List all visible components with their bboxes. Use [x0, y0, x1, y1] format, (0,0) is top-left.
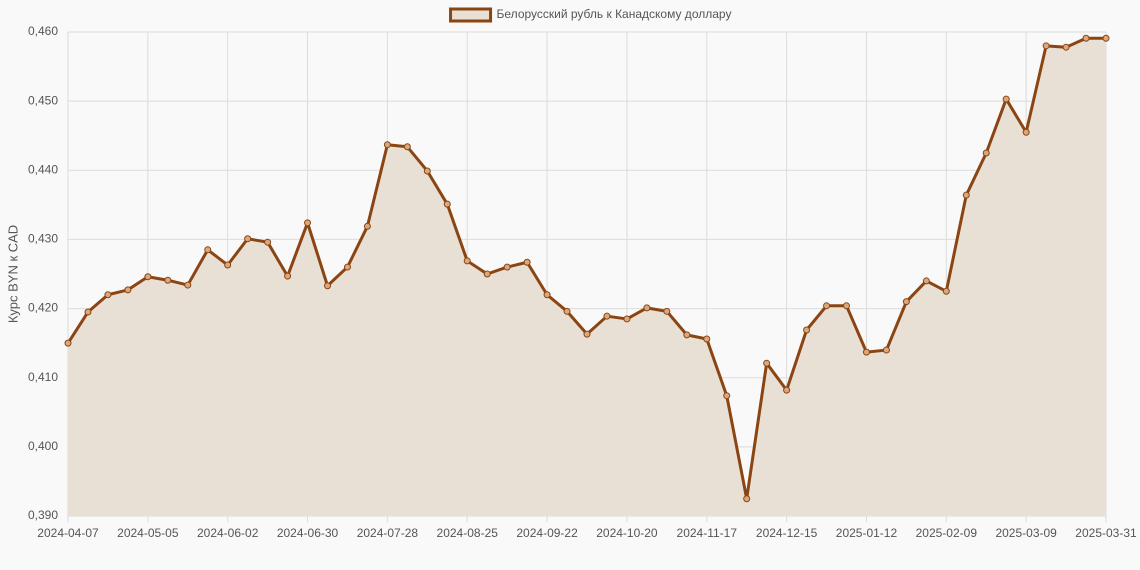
point [1022, 128, 1030, 136]
y-tick-label: 0,410 [28, 370, 58, 384]
x-tick-label: 2024-06-30 [277, 526, 339, 540]
point [463, 257, 471, 265]
point [962, 191, 970, 199]
point [304, 219, 312, 227]
point [363, 222, 371, 230]
point [1062, 43, 1070, 51]
point [823, 302, 831, 310]
x-tick-label: 2025-01-12 [836, 526, 898, 540]
point [264, 238, 272, 246]
point [623, 315, 631, 323]
point [583, 330, 591, 338]
point [803, 326, 811, 334]
y-tick-label: 0,460 [28, 24, 58, 38]
point [843, 302, 850, 310]
point [124, 286, 132, 294]
point [503, 263, 511, 271]
y-tick-label: 0,420 [28, 301, 58, 315]
point [343, 263, 351, 271]
point [284, 272, 292, 280]
point [563, 307, 571, 315]
point [84, 308, 92, 316]
x-tick-label: 2024-10-20 [596, 526, 658, 540]
x-tick-label: 2025-03-31 [1075, 526, 1137, 540]
x-tick-label: 2025-02-09 [916, 526, 978, 540]
point [783, 386, 791, 394]
point [882, 346, 890, 354]
x-tick-label: 2024-04-07 [37, 526, 99, 540]
point [982, 149, 990, 157]
point [663, 307, 671, 315]
point [144, 273, 152, 281]
point [922, 277, 930, 285]
point [1082, 34, 1090, 42]
point [703, 335, 711, 343]
x-tick-label: 2025-03-09 [995, 526, 1057, 540]
x-tick-label: 2024-08-25 [437, 526, 499, 540]
point [443, 200, 451, 208]
legend-label: Белорусский рубль к Канадскому доллару [497, 7, 732, 21]
point [543, 291, 551, 299]
point [942, 287, 950, 295]
point [244, 235, 252, 243]
point [862, 348, 870, 356]
point [1042, 42, 1050, 50]
point [1002, 95, 1010, 103]
y-tick-label: 0,440 [28, 162, 58, 176]
point [324, 282, 331, 290]
x-tick-label: 2024-07-28 [357, 526, 419, 540]
point [423, 167, 431, 175]
y-tick-label: 0,430 [28, 232, 58, 246]
point [723, 392, 731, 400]
x-tick-label: 2024-09-22 [516, 526, 578, 540]
y-tick-label: 0,400 [28, 439, 58, 453]
legend-swatch [449, 7, 493, 23]
area-fill [68, 38, 1106, 516]
point [743, 495, 751, 503]
point [1102, 34, 1110, 42]
point [184, 281, 192, 289]
point [383, 141, 391, 149]
point [204, 246, 212, 254]
x-tick-label: 2024-05-05 [117, 526, 179, 540]
point [224, 261, 232, 269]
x-tick-label: 2024-06-02 [197, 526, 259, 540]
point [683, 331, 691, 339]
point [403, 143, 411, 151]
point [164, 276, 172, 284]
point [763, 359, 771, 367]
point [104, 291, 112, 299]
y-tick-label: 0,390 [28, 508, 58, 522]
point [902, 298, 910, 306]
point [603, 312, 611, 320]
point [483, 270, 491, 278]
x-tick-label: 2024-11-17 [677, 526, 738, 540]
x-tick-label: 2024-12-15 [756, 526, 818, 540]
point [523, 258, 531, 266]
y-tick-label: 0,450 [28, 93, 58, 107]
point [643, 304, 651, 312]
point [64, 339, 72, 347]
y-axis-title: Курс BYN к CAD [5, 225, 20, 323]
